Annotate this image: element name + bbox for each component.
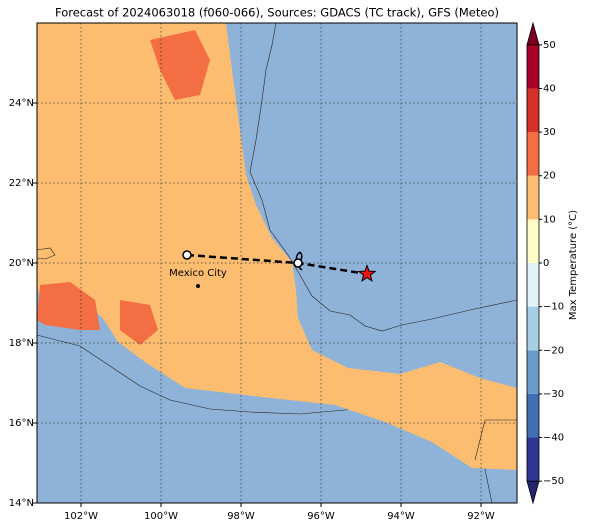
colorbar-bin xyxy=(527,263,539,307)
colorbar-tick-label: 0 xyxy=(543,258,549,269)
colorbar-bin xyxy=(527,306,539,351)
y-tick-label: 16°N xyxy=(9,418,34,429)
land-20-30 xyxy=(37,282,100,330)
overlay: Mexico City xyxy=(169,250,377,288)
border xyxy=(474,419,517,461)
y-tick-label: 14°N xyxy=(9,498,34,509)
colorbar-extend xyxy=(526,21,540,46)
y-tick-label: 18°N xyxy=(9,338,34,349)
colorbar-label: Max Temperature (°C) xyxy=(568,210,579,320)
land-20-30 xyxy=(37,23,517,503)
colorbar-bin xyxy=(527,219,539,263)
colorbar-bin xyxy=(527,350,539,394)
title: Forecast of 2024063018 (f060-066), Sourc… xyxy=(55,6,499,20)
colorbar-tick-label: −10 xyxy=(543,302,564,313)
colorbar-bin xyxy=(527,44,539,89)
x-tick-label: 100°W xyxy=(144,511,178,522)
land-20-30 xyxy=(120,300,158,345)
land-10-20 xyxy=(37,23,517,470)
x-tick-label: 102°W xyxy=(64,511,98,522)
colorbar-extend xyxy=(526,480,540,505)
x-tick-label: 96°W xyxy=(307,511,335,522)
colorbar-bin xyxy=(527,88,539,133)
colorbar-bin xyxy=(527,393,539,438)
colorbar-tick-label: −40 xyxy=(543,433,564,444)
colorbar-bin xyxy=(527,132,539,176)
colorbar-tick-label: 10 xyxy=(543,214,556,225)
x-tick-label: 98°W xyxy=(227,511,255,522)
colorbar-tick-label: 30 xyxy=(543,127,556,138)
x-tick-label: 92°W xyxy=(467,511,495,522)
colorbar-tick-label: −50 xyxy=(543,476,564,487)
colorbar-bin xyxy=(527,437,539,482)
colorbar-tick-label: 40 xyxy=(543,83,556,94)
colorbar-bin xyxy=(527,175,539,220)
city-label: Mexico City xyxy=(169,268,227,279)
y-tick-label: 24°N xyxy=(9,98,34,109)
y-tick-label: 20°N xyxy=(9,258,34,269)
city-marker xyxy=(196,284,200,288)
track-point xyxy=(182,250,192,260)
y-tick-label: 22°N xyxy=(9,178,34,189)
land-20-30 xyxy=(150,30,210,100)
track-star xyxy=(357,264,377,283)
colorbar-tick-label: 20 xyxy=(543,171,556,182)
colorbar-tick-label: 50 xyxy=(543,40,556,51)
x-tick-label: 94°W xyxy=(387,511,415,522)
track-point xyxy=(293,258,303,268)
colorbar-tick-label: −20 xyxy=(543,345,564,356)
lake xyxy=(37,247,56,260)
colorbar-tick-label: −30 xyxy=(543,389,564,400)
